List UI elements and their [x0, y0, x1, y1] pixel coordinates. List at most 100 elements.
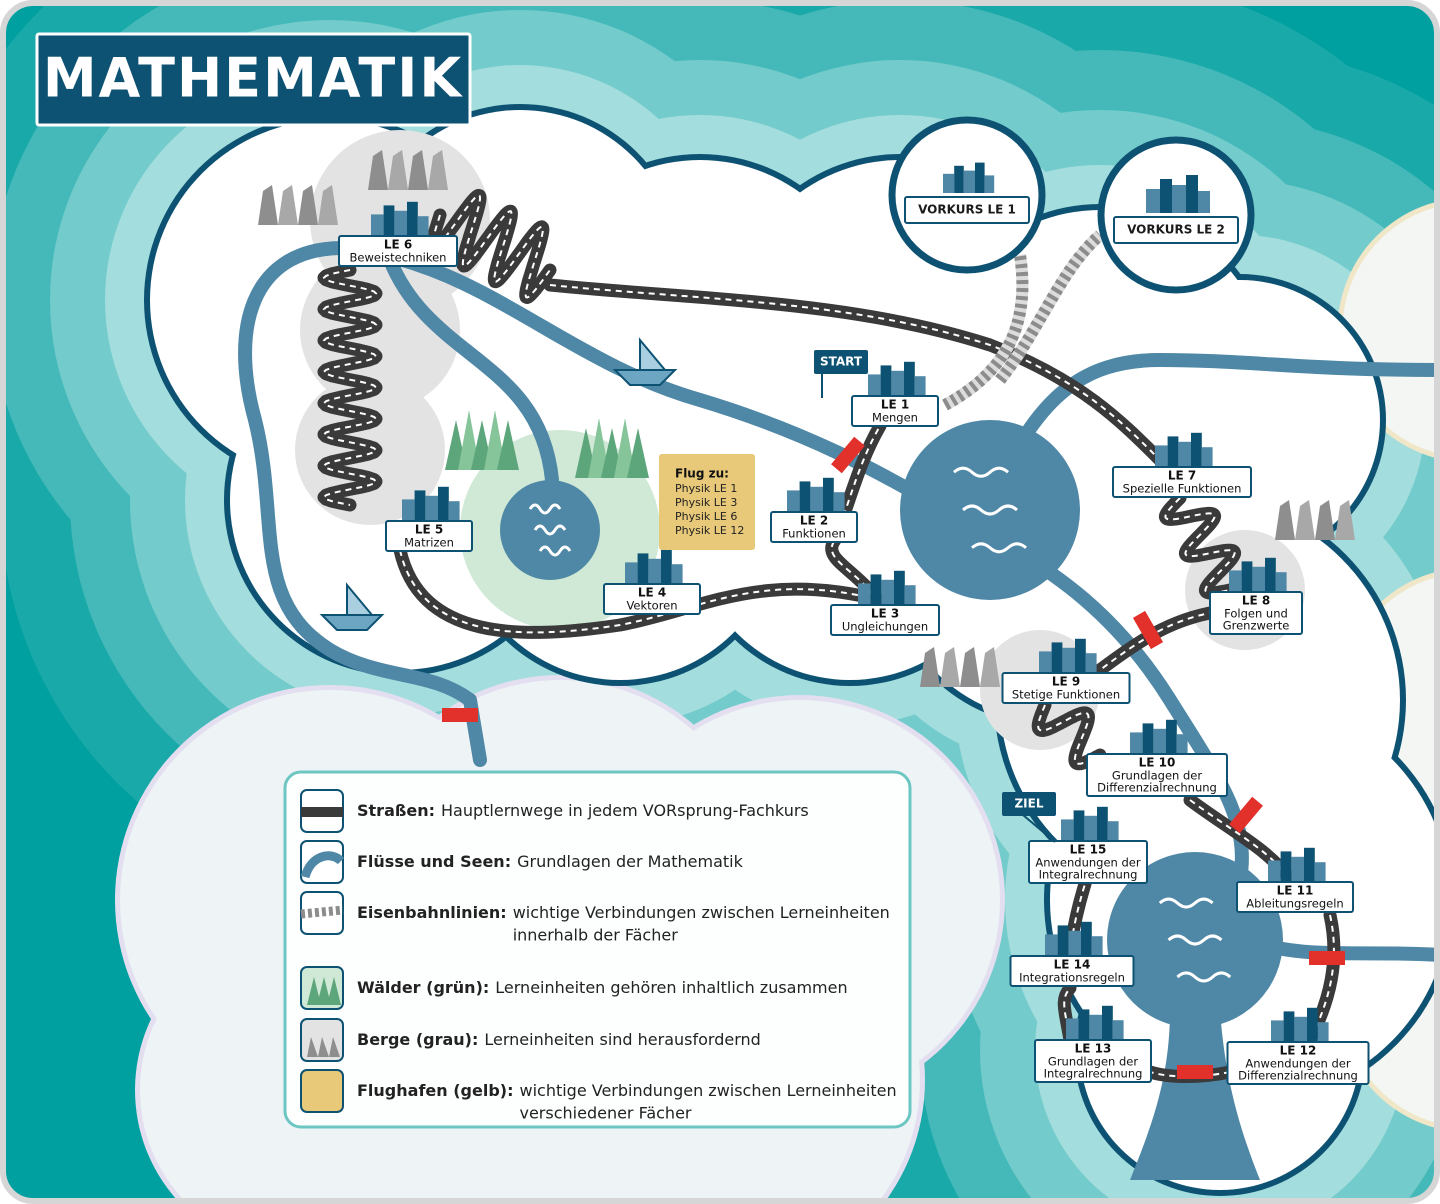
unit-title: Grenzwerte	[1223, 619, 1290, 633]
city-building	[1089, 1014, 1102, 1040]
unit-id: LE 7	[1168, 469, 1196, 483]
legend-tree	[307, 977, 321, 1005]
city-building	[625, 562, 638, 584]
legend-description: Grundlagen der Mathematik	[517, 852, 744, 871]
city-building	[1085, 653, 1097, 673]
unit-label-box	[338, 235, 458, 267]
city-building	[904, 585, 916, 605]
city-building	[1291, 856, 1304, 882]
lake	[500, 480, 600, 580]
mountain	[1295, 500, 1315, 540]
legend-term: Berge (grau):	[357, 1030, 478, 1049]
city-building	[1051, 642, 1063, 673]
city-building	[1102, 1005, 1113, 1040]
city-building	[1057, 925, 1069, 956]
city-building	[823, 477, 834, 512]
river	[238, 241, 487, 767]
city-building	[1091, 936, 1103, 956]
city-building	[891, 370, 904, 396]
city-building	[1142, 723, 1154, 754]
river	[383, 253, 559, 487]
city-building	[417, 216, 429, 236]
legend-term: Flüsse und Seen:	[357, 852, 511, 871]
unit-label-box	[1009, 955, 1135, 987]
unit-label-box	[385, 520, 473, 552]
mountain	[940, 647, 960, 687]
unit-title: Differenzialrechnung	[1097, 781, 1217, 795]
city-building	[1045, 934, 1058, 956]
mountain	[980, 647, 1000, 687]
mountain	[960, 647, 980, 687]
unit-title: Differenzialrechnung	[1238, 1069, 1358, 1083]
road-centerline	[430, 194, 551, 299]
city-building	[1241, 561, 1253, 592]
legend-description: Lerneinheiten sind herausfordernd	[484, 1030, 760, 1049]
city-building	[914, 376, 926, 396]
city-building	[1166, 719, 1177, 754]
goal-box	[1002, 792, 1056, 816]
city-building	[1186, 175, 1198, 213]
lake-wave	[538, 545, 572, 557]
tree	[627, 428, 649, 478]
legend-tree	[317, 977, 331, 1005]
city-building	[1068, 930, 1081, 956]
unit-label-box	[830, 604, 940, 636]
unit-id: LE 3	[871, 607, 899, 621]
unit-title: Anwendungen der	[1035, 856, 1140, 870]
city-building	[1229, 570, 1242, 592]
legend-entry: Berge (grau): Lerneinheiten sind herausfo…	[357, 1030, 761, 1049]
bridge	[442, 708, 478, 722]
city-building	[943, 173, 955, 193]
unit-label-box	[603, 583, 701, 615]
airport-destination: Physik LE 6	[675, 510, 737, 523]
city-building	[1146, 189, 1160, 213]
city-building	[438, 486, 449, 521]
city-building	[1252, 566, 1265, 592]
city-building	[1073, 810, 1085, 841]
unit-title: Integrationsregeln	[1019, 971, 1125, 985]
unit-label-box	[1226, 1041, 1370, 1085]
prep-course-label-box	[904, 196, 1030, 224]
city-building	[1304, 847, 1315, 882]
city-building	[637, 553, 649, 584]
city-building	[1155, 445, 1168, 467]
bridge	[1229, 796, 1263, 834]
city-building	[904, 361, 915, 396]
city-building	[1191, 432, 1202, 467]
city-building	[894, 570, 905, 605]
city-building	[1107, 821, 1119, 841]
city-building	[1178, 441, 1191, 467]
road-centerline	[1099, 611, 1216, 671]
city-building	[661, 549, 672, 584]
legend-description: wichtige Verbindungen zwischen Lerneinhe…	[513, 903, 890, 922]
tree	[497, 420, 519, 470]
unit-id: LE 1	[881, 398, 909, 412]
boat-sail	[639, 337, 668, 371]
city-building	[648, 558, 661, 584]
prep-course-circle	[1097, 136, 1255, 294]
city-building	[954, 165, 964, 193]
city-building	[870, 574, 882, 605]
lake-wave	[533, 524, 567, 536]
legend-term: Eisenbahnlinien:	[357, 903, 507, 922]
city-building	[425, 495, 438, 521]
unit-label-box	[1028, 840, 1148, 884]
city-building	[407, 201, 418, 236]
mountain	[318, 185, 338, 225]
city-building	[1084, 815, 1097, 841]
legend-mountain	[307, 1037, 318, 1057]
city-building	[810, 486, 823, 512]
unit-title: Vektoren	[626, 599, 677, 613]
legend-description: Hauptlernwege in jedem VORsprung-Fachkur…	[441, 801, 809, 820]
city-building	[1075, 638, 1086, 673]
city-building	[1280, 851, 1292, 882]
legend-description: wichtige Verbindungen zwischen Lerneinhe…	[519, 1081, 896, 1100]
city-building	[1271, 1020, 1284, 1042]
unit-title: Integralrechnung	[1044, 1067, 1143, 1081]
unit-id: LE 6	[384, 238, 412, 252]
mountain	[1315, 500, 1335, 540]
unit-title: Stetige Funktionen	[1012, 688, 1120, 702]
bridge	[1309, 951, 1345, 965]
airport-destination: Physik LE 3	[675, 496, 737, 509]
